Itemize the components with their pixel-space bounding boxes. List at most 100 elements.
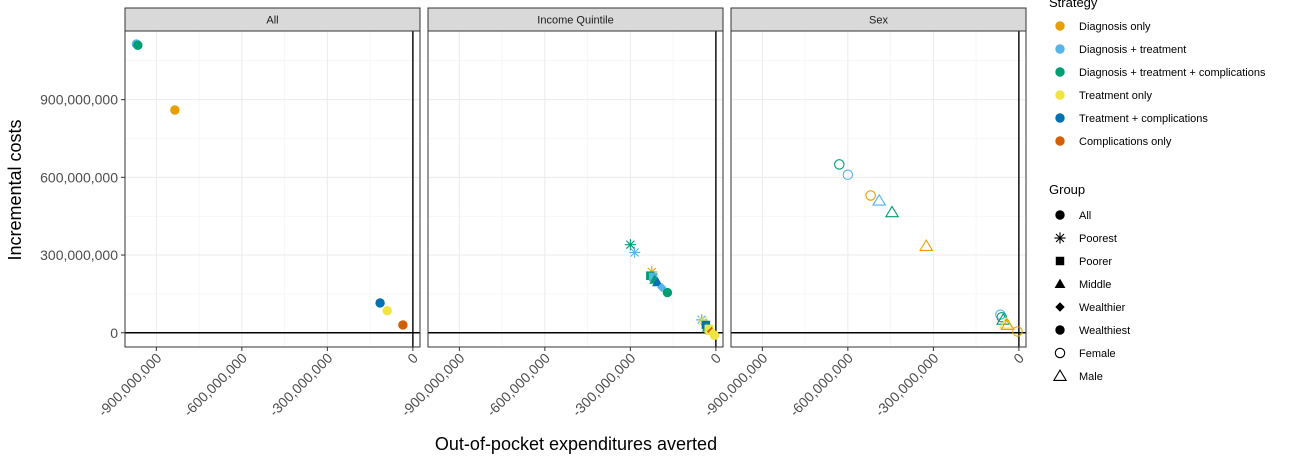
legend-label-group: Poorest bbox=[1079, 233, 1117, 245]
legend-key-group-mark bbox=[1054, 278, 1066, 289]
legend-key-strategy bbox=[1055, 136, 1065, 146]
legend-label-strategy: Complications only bbox=[1079, 136, 1172, 148]
data-point bbox=[865, 190, 876, 201]
legend-label-group: Poorer bbox=[1079, 256, 1112, 268]
legend-key-group bbox=[1055, 302, 1065, 312]
y-tick-label: 600,000,000 bbox=[40, 169, 118, 185]
legend-key-group bbox=[1052, 369, 1068, 381]
facet-strip-label: Sex bbox=[869, 15, 888, 27]
panel-background bbox=[125, 31, 420, 347]
legend-label-group: Male bbox=[1079, 371, 1103, 383]
facet-strip-label: Income Quintile bbox=[537, 15, 613, 27]
data-point-mark bbox=[630, 248, 640, 257]
panel-background bbox=[428, 31, 723, 347]
facet-panel-2: Sex-900,000,000 -600,000,000 -300,000,000 0 bbox=[701, 7, 1027, 420]
data-point-mark bbox=[170, 105, 180, 115]
data-point bbox=[624, 239, 637, 251]
y-axis: 0 300,000,000 600,000,000 900,000,000 bbox=[40, 92, 125, 341]
legend-label-group: Middle bbox=[1079, 279, 1111, 291]
legend-label-group: Wealthier bbox=[1079, 302, 1126, 314]
data-point-mark bbox=[998, 316, 1014, 329]
x-tick-label: -600,000,000 bbox=[483, 350, 553, 420]
data-point bbox=[998, 316, 1014, 329]
legend-key-group bbox=[1055, 210, 1065, 220]
facet-strip bbox=[124, 7, 421, 32]
data-point-mark bbox=[382, 306, 392, 316]
data-point bbox=[662, 287, 673, 298]
legend-title-group: Group bbox=[1049, 182, 1085, 197]
data-point-mark bbox=[834, 159, 845, 170]
legend-key-group bbox=[1054, 347, 1066, 359]
legend-label-strategy: Diagnosis + treatment bbox=[1079, 44, 1186, 56]
legend-key-strategy bbox=[1055, 21, 1065, 31]
data-point bbox=[629, 246, 641, 259]
data-point-mark bbox=[1000, 318, 1015, 330]
data-point-mark bbox=[652, 276, 663, 287]
legend-key-group bbox=[1054, 232, 1066, 244]
facet-strip bbox=[730, 7, 1027, 32]
legend: Strategy Diagnosis only Diagnosis + treatm… bbox=[1049, 0, 1266, 383]
data-point bbox=[709, 330, 720, 341]
x-tick-label: 0 bbox=[707, 350, 724, 367]
legend-key-group-mark bbox=[1055, 302, 1065, 312]
data-point bbox=[382, 306, 392, 316]
legend-label-group: Wealthiest bbox=[1079, 325, 1130, 337]
data-point-mark bbox=[884, 205, 900, 218]
data-point bbox=[1000, 318, 1015, 330]
panel-background bbox=[731, 31, 1026, 347]
legend-key-group bbox=[1054, 278, 1066, 289]
legend-key-group-mark bbox=[1054, 347, 1066, 359]
x-tick-label: 0 bbox=[404, 350, 421, 367]
legend-key-group-mark bbox=[1055, 325, 1065, 335]
facet-panel-0: All -900,000,000 -600,000,000 -300,000,000 0 bbox=[95, 7, 421, 420]
legend-label-strategy: Diagnosis only bbox=[1079, 21, 1151, 33]
legend-key-strategy bbox=[1055, 44, 1065, 54]
legend-key-strategy bbox=[1055, 113, 1065, 123]
data-point bbox=[398, 320, 408, 330]
y-tick-label: 300,000,000 bbox=[40, 247, 118, 263]
data-point bbox=[652, 276, 663, 287]
y-axis-title: Incremental costs bbox=[5, 119, 25, 260]
legend-key-strategy bbox=[1055, 67, 1065, 77]
x-tick-label: -900,000,000 bbox=[95, 350, 165, 420]
data-point-mark bbox=[662, 287, 673, 298]
data-point bbox=[375, 298, 385, 308]
legend-key-group bbox=[1055, 325, 1065, 335]
data-point bbox=[842, 169, 854, 181]
data-point-mark bbox=[709, 330, 720, 341]
y-tick-label: 0 bbox=[110, 325, 118, 341]
data-point-mark bbox=[842, 169, 854, 181]
data-point bbox=[872, 193, 887, 206]
y-tick-label: 900,000,000 bbox=[40, 92, 118, 108]
x-tick-label: -600,000,000 bbox=[180, 350, 250, 420]
legend-label-group: Female bbox=[1079, 348, 1116, 360]
data-point bbox=[919, 239, 934, 251]
legend-key-group-mark bbox=[1055, 210, 1065, 220]
data-point-mark bbox=[657, 282, 667, 293]
data-point-mark bbox=[375, 298, 385, 308]
data-point bbox=[834, 159, 845, 170]
legend-label-strategy: Treatment + complications bbox=[1079, 113, 1208, 125]
legend-key-strategy bbox=[1055, 90, 1065, 100]
x-tick-label: -300,000,000 bbox=[872, 350, 942, 420]
data-point-mark bbox=[1012, 326, 1023, 337]
data-point-mark bbox=[919, 239, 934, 251]
legend-label-strategy: Treatment only bbox=[1079, 90, 1152, 102]
x-tick-label: -300,000,000 bbox=[266, 350, 336, 420]
legend-title-strategy: Strategy bbox=[1049, 0, 1098, 10]
data-point-mark bbox=[865, 190, 876, 201]
x-axis-title: Out-of-pocket expenditures averted bbox=[435, 434, 717, 454]
data-point bbox=[1012, 326, 1023, 337]
facet-panel-1: Income Quintile-900,000,000 -600,000,000-… bbox=[398, 7, 724, 420]
legend-key-group bbox=[1055, 256, 1065, 266]
data-point-mark bbox=[133, 40, 143, 50]
legend-key-group-mark bbox=[1055, 233, 1065, 243]
data-point-mark bbox=[625, 240, 635, 250]
legend-label-strategy: Diagnosis + treatment + complications bbox=[1079, 67, 1266, 79]
legend-key-group-mark bbox=[1052, 369, 1068, 381]
x-tick-label: -300,000,000 bbox=[569, 350, 639, 420]
legend-key-group-mark bbox=[1055, 256, 1065, 266]
data-point-mark bbox=[996, 311, 1008, 323]
